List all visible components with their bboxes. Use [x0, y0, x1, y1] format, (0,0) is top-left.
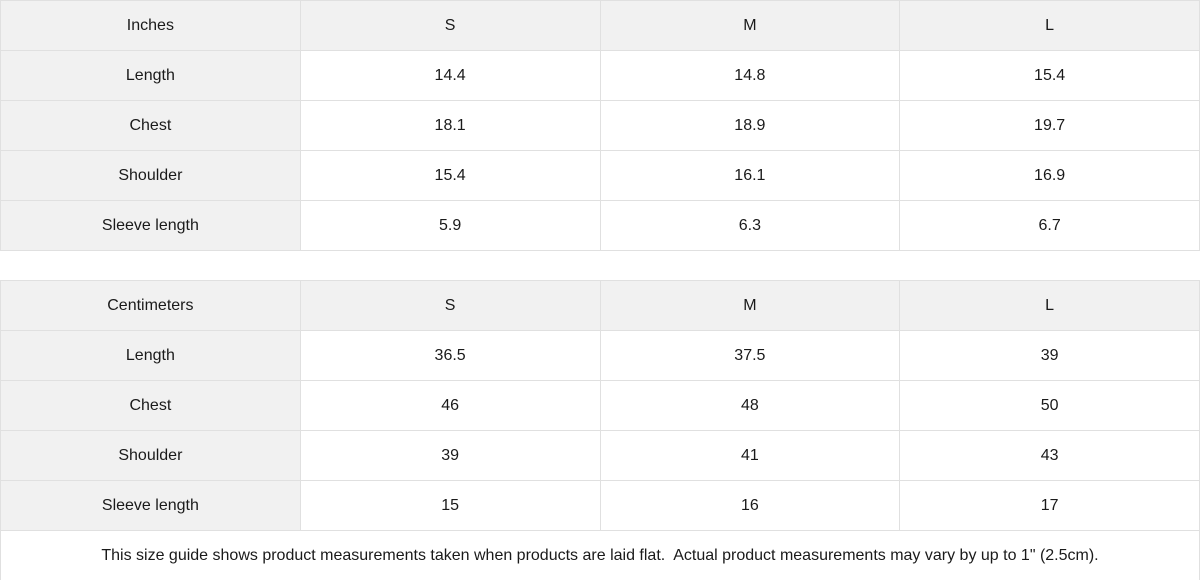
- measurement-value-cell: 41: [599, 430, 901, 481]
- measurement-value-cell: 48: [599, 380, 901, 431]
- table-separator: [0, 251, 1200, 280]
- measurement-label-cell: Length: [0, 330, 301, 381]
- measurement-value-cell: 17: [899, 480, 1200, 531]
- measurement-label-cell: Shoulder: [0, 150, 301, 201]
- measurement-value-cell: 18.1: [299, 100, 601, 151]
- unit-header-cell: Centimeters: [0, 280, 301, 331]
- table-row: Length 36.5 37.5 39: [0, 330, 1200, 381]
- size-guide-disclaimer: This size guide shows product measuremen…: [0, 531, 1200, 580]
- measurement-value-cell: 19.7: [899, 100, 1200, 151]
- measurement-value-cell: 6.7: [899, 200, 1200, 251]
- measurement-value-cell: 50: [899, 380, 1200, 431]
- table-row: Chest 18.1 18.9 19.7: [0, 100, 1200, 151]
- table-row: Sleeve length 15 16 17: [0, 480, 1200, 531]
- measurement-value-cell: 15.4: [299, 150, 601, 201]
- measurement-label-cell: Length: [0, 50, 301, 101]
- measurement-label-cell: Shoulder: [0, 430, 301, 481]
- measurement-value-cell: 18.9: [599, 100, 901, 151]
- table-row: Shoulder 39 41 43: [0, 430, 1200, 481]
- measurement-value-cell: 5.9: [299, 200, 601, 251]
- measurement-value-cell: 16.9: [899, 150, 1200, 201]
- size-header-cell: S: [299, 0, 601, 51]
- table-row: Sleeve length 5.9 6.3 6.7: [0, 200, 1200, 251]
- measurement-value-cell: 39: [899, 330, 1200, 381]
- size-table-header-row: Inches S M L: [0, 0, 1200, 51]
- measurement-value-cell: 16: [599, 480, 901, 531]
- size-header-cell: M: [599, 280, 901, 331]
- measurement-value-cell: 36.5: [299, 330, 601, 381]
- measurement-value-cell: 43: [899, 430, 1200, 481]
- table-row: Chest 46 48 50: [0, 380, 1200, 431]
- size-table-centimeters: Centimeters S M L Length 36.5 37.5 39 Chest 46 48…: [0, 280, 1200, 531]
- measurement-value-cell: 37.5: [599, 330, 901, 381]
- unit-header-cell: Inches: [0, 0, 301, 51]
- measurement-value-cell: 14.4: [299, 50, 601, 101]
- measurement-label-cell: Sleeve length: [0, 480, 301, 531]
- size-header-cell: M: [599, 0, 901, 51]
- table-row: Shoulder 15.4 16.1 16.9: [0, 150, 1200, 201]
- measurement-label-cell: Sleeve length: [0, 200, 301, 251]
- measurement-value-cell: 14.8: [599, 50, 901, 101]
- size-table-inches: Inches S M L Length 14.4 14.8 15.4 Chest 18.1 18.…: [0, 0, 1200, 251]
- measurement-value-cell: 16.1: [599, 150, 901, 201]
- measurement-value-cell: 39: [299, 430, 601, 481]
- size-header-cell: S: [299, 280, 601, 331]
- size-table-header-row: Centimeters S M L: [0, 280, 1200, 331]
- table-row: Length 14.4 14.8 15.4: [0, 50, 1200, 101]
- measurement-value-cell: 15: [299, 480, 601, 531]
- measurement-value-cell: 46: [299, 380, 601, 431]
- size-header-cell: L: [899, 0, 1200, 51]
- measurement-label-cell: Chest: [0, 100, 301, 151]
- size-header-cell: L: [899, 280, 1200, 331]
- measurement-value-cell: 6.3: [599, 200, 901, 251]
- measurement-label-cell: Chest: [0, 380, 301, 431]
- measurement-value-cell: 15.4: [899, 50, 1200, 101]
